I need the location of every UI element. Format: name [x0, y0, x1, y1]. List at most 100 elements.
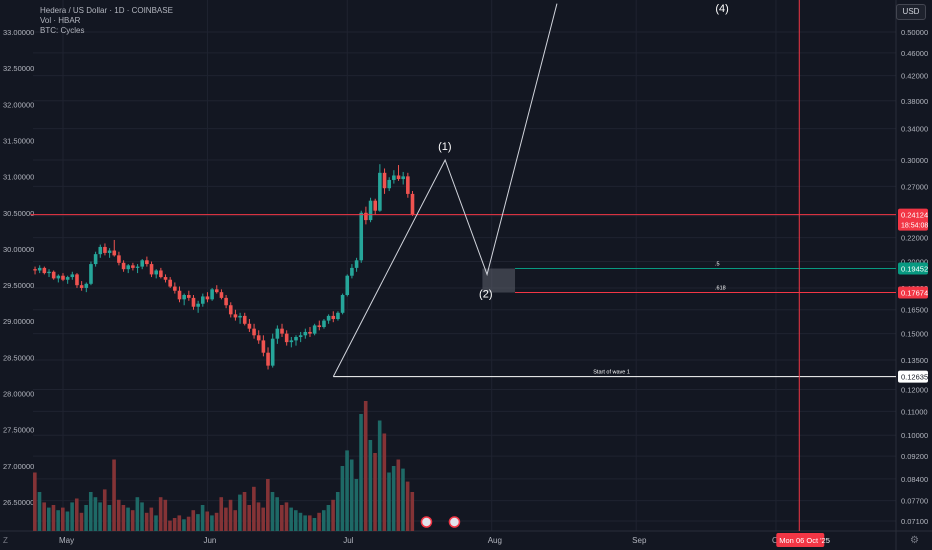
- candle-body: [270, 338, 275, 366]
- left-axis-tick: 26.50000: [3, 498, 34, 507]
- candle-body: [107, 250, 112, 253]
- volume-bar: [266, 479, 270, 531]
- candle-body: [331, 315, 336, 320]
- volume-bar: [377, 420, 382, 531]
- left-axis-tick: 32.50000: [3, 64, 34, 73]
- volume-bar: [158, 497, 163, 531]
- candle-body: [336, 312, 340, 320]
- candle-body: [266, 352, 270, 366]
- candle-body: [177, 290, 182, 300]
- candle-body: [354, 260, 359, 268]
- volume-bar: [74, 498, 79, 531]
- candle-body: [359, 212, 364, 261]
- volume-bar: [42, 502, 46, 531]
- candle-body: [364, 212, 368, 221]
- volume-bar: [303, 515, 307, 531]
- x-axis-tick: Jun: [203, 536, 216, 545]
- price-tag-value: 0.12635: [901, 373, 928, 382]
- candle-body: [289, 340, 294, 343]
- candle-body: [182, 295, 186, 300]
- volume-bar: [33, 472, 37, 531]
- candle-body: [228, 305, 233, 315]
- volume-bar: [275, 497, 279, 531]
- candle-body: [317, 325, 322, 328]
- candle-body: [121, 262, 126, 270]
- right-axis-tick: 0.46000: [901, 49, 928, 58]
- volume-bar: [130, 510, 135, 531]
- gear-icon[interactable]: ⚙: [910, 535, 919, 546]
- volume-bar: [326, 505, 331, 531]
- volume-bar: [224, 507, 228, 531]
- candle-body: [65, 277, 70, 280]
- right-axis-tick: 0.20000: [901, 258, 928, 267]
- candle-body: [205, 296, 210, 300]
- candle-body: [191, 297, 196, 307]
- volume-bar: [368, 440, 373, 531]
- fib-0.618-line-label: .618: [715, 286, 726, 292]
- volume-indicator-label[interactable]: Vol · HBAR: [40, 16, 81, 25]
- candle-body: [224, 297, 228, 306]
- volume-bar: [354, 479, 359, 531]
- left-axis-tick: 28.00000: [3, 390, 34, 399]
- volume-bar: [391, 466, 396, 531]
- volume-bar: [107, 505, 112, 531]
- candle-body: [112, 250, 117, 256]
- candle-body: [256, 335, 261, 341]
- price-tag: [898, 262, 928, 275]
- candle-body: [284, 333, 289, 343]
- volume-bar: [191, 510, 196, 531]
- volume-bar: [79, 512, 84, 531]
- candle-body: [89, 264, 93, 284]
- candle-body: [294, 336, 298, 341]
- candle-body: [93, 254, 98, 265]
- volume-bar: [135, 497, 140, 531]
- volume-bar: [88, 492, 93, 531]
- right-axis-tick: 0.50000: [901, 28, 928, 37]
- volume-bar: [84, 505, 88, 531]
- volume-bar: [363, 401, 368, 531]
- volume-bar: [219, 497, 224, 531]
- volume-bar: [168, 520, 172, 531]
- fib-0.5-line-label: .5: [715, 262, 720, 268]
- volume-bar: [340, 466, 345, 531]
- volume-bar: [102, 489, 107, 531]
- zoom-label[interactable]: Z: [3, 536, 8, 545]
- currency-button[interactable]: USD: [896, 4, 926, 20]
- volume-bar: [47, 507, 51, 531]
- candle-body: [233, 314, 238, 318]
- cycles-indicator-label[interactable]: BTC: Cycles: [40, 26, 85, 35]
- volume-bar: [177, 515, 182, 531]
- candle-body: [387, 179, 391, 189]
- candle-body: [84, 283, 89, 288]
- volume-bar: [321, 510, 326, 531]
- candle-body: [298, 335, 303, 337]
- volume-bar: [401, 468, 405, 531]
- candle-body: [33, 269, 37, 271]
- price-tag: [898, 286, 928, 299]
- symbol-title[interactable]: Hedera / US Dollar · 1D · COINBASE: [40, 6, 173, 15]
- candle-body: [131, 265, 135, 268]
- volume-bar: [252, 486, 256, 531]
- right-axis-tick: 0.11000: [901, 407, 928, 416]
- volume-bar: [289, 507, 293, 531]
- candle-body: [149, 264, 154, 275]
- x-axis-tick: O: [772, 536, 778, 545]
- right-axis-tick: 0.12000: [901, 386, 928, 395]
- volume-bar: [51, 505, 56, 531]
- candle-body: [410, 193, 415, 215]
- candle-body: [201, 296, 205, 304]
- left-axis-tick: 31.00000: [3, 173, 34, 182]
- event-icon: [420, 516, 433, 528]
- left-axis-tick: 27.50000: [3, 426, 34, 435]
- volume-bar: [93, 497, 98, 531]
- volume-bar: [186, 516, 191, 531]
- volume-bar: [410, 492, 415, 531]
- candle-body: [173, 286, 177, 291]
- candle-body: [406, 176, 410, 194]
- volume-bar: [349, 459, 354, 531]
- volume-bar: [298, 512, 303, 531]
- volume-bar: [405, 481, 410, 531]
- candle-body: [75, 274, 79, 286]
- left-axis-tick: 33.00000: [3, 28, 34, 37]
